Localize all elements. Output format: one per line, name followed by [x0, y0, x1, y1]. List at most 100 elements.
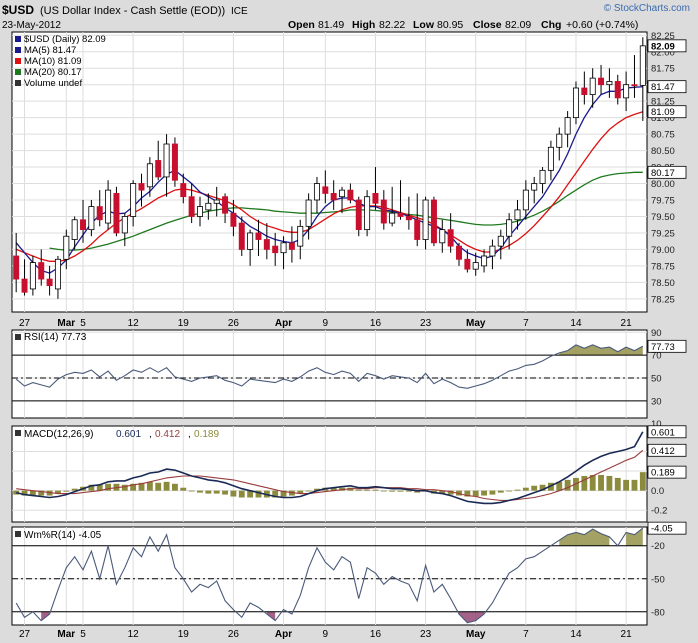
price-axis-tick: 81.00	[651, 113, 675, 124]
macd-tag-label-box	[647, 465, 687, 479]
candle	[489, 245, 496, 257]
candle	[171, 143, 178, 181]
macd-histogram-bar	[547, 482, 554, 491]
candle	[380, 199, 387, 224]
candle	[113, 193, 120, 234]
x-tick-label: Mar	[57, 318, 75, 329]
watermark: © StockCharts.com	[604, 3, 690, 14]
rsi-tag-label: 77.73	[651, 342, 675, 353]
macd-histogram-bar	[105, 483, 112, 491]
legend-entry: MA(10) 81.09	[24, 56, 82, 67]
macd-histogram-bar	[155, 482, 162, 491]
macd-tag-label-box	[647, 425, 687, 439]
candle	[280, 242, 287, 254]
candle	[581, 87, 588, 95]
macd-histogram-bar	[364, 489, 371, 491]
candle	[506, 219, 513, 237]
macd-histogram-bar	[180, 487, 187, 491]
macd-histogram-bar	[230, 490, 237, 497]
x-tick-label: 21	[621, 318, 633, 329]
candle	[606, 81, 613, 86]
candle	[456, 245, 462, 260]
candle	[598, 77, 605, 86]
macd-histogram-bar	[255, 490, 262, 498]
x-tick-label: Mar	[57, 629, 75, 640]
candle	[188, 196, 195, 217]
x-tick-label: 9	[323, 629, 329, 640]
rsi-axis-tick: 70	[651, 351, 662, 362]
price-axis-tick: 80.75	[651, 130, 675, 141]
candle	[556, 133, 563, 148]
macd-tag-label: 0.189	[651, 468, 675, 479]
macd-tag-label: 0.412	[651, 446, 675, 457]
macd-histogram-bar	[197, 490, 203, 493]
macd-histogram-bar	[447, 490, 454, 495]
candle	[205, 202, 212, 211]
macd-histogram-bar	[188, 490, 195, 492]
candle	[255, 232, 262, 240]
ma10-line	[15, 111, 644, 262]
x-tick-label: 26	[228, 629, 240, 640]
macd-histogram-bar	[88, 484, 95, 491]
macd-histogram-bar	[305, 490, 312, 492]
macd-histogram-bar	[564, 479, 571, 491]
candle	[305, 199, 312, 227]
price-axis-tick: 78.25	[651, 294, 675, 305]
x-tick-label: Apr	[275, 318, 292, 329]
macd-axis-tick: -0.2	[651, 506, 667, 517]
legend-entry: MA(5) 81.47	[24, 45, 76, 56]
x-tick-label: 26	[228, 318, 240, 329]
candle	[547, 146, 554, 171]
price-tag-label-box	[647, 165, 687, 179]
rsi-title: RSI(14) 77.73	[24, 332, 87, 343]
macd-tag-label: 0.601	[651, 427, 675, 438]
price-axis-tick: 79.75	[651, 196, 675, 207]
ohlc-readout: Open 81.49 High 82.22 Low 80.95 Close 82…	[288, 19, 638, 31]
x-tick-label: 14	[570, 318, 582, 329]
williams-r-line	[15, 527, 644, 624]
rsi-axis-tick: 30	[651, 396, 662, 407]
macd-signal-value: 0.412	[155, 429, 180, 440]
price-tag-label: 82.09	[651, 41, 675, 52]
x-axis-top: 27 Mar 5 12 19 26 Apr 9 16 23 May 7 14 21	[19, 318, 632, 329]
candle	[355, 199, 362, 231]
x-tick-label: 19	[178, 318, 190, 329]
williams-r-overbought-fill	[559, 529, 610, 546]
macd-title: MACD(12,26,9)	[24, 429, 93, 440]
rsi-axis-tick: 90	[651, 328, 662, 339]
candle	[364, 196, 371, 231]
price-panel: 78.25 78.50 78.75 79.00 79.25 79.50 79.75 80.00…	[11, 31, 687, 313]
candle	[347, 189, 354, 201]
candle	[272, 245, 279, 254]
open-label: Open	[288, 19, 315, 31]
macd-signal-line	[16, 449, 644, 501]
legend-swatch	[15, 80, 21, 86]
legend-swatch	[15, 69, 21, 75]
williams-r-plot-area	[11, 526, 648, 626]
williams-r-tag-label: -4.05	[651, 524, 673, 535]
williams-r-title: Wm%R(14) -4.05	[24, 530, 102, 541]
candle	[121, 216, 128, 234]
macd-histogram-bar	[489, 490, 496, 495]
price-axis-tick: 78.50	[651, 278, 675, 289]
x-tick-label: May	[466, 629, 486, 640]
candle	[38, 262, 45, 280]
macd-histogram-bar	[598, 474, 604, 491]
candle	[447, 229, 454, 247]
chg-label: Chg	[541, 19, 561, 31]
macd-histogram-bar	[380, 490, 387, 492]
candle	[247, 232, 254, 250]
x-tick-label: May	[466, 318, 486, 329]
price-axis-tick: 80.50	[651, 146, 675, 157]
x-tick-label: 21	[621, 629, 633, 640]
x-tick-label: 19	[178, 629, 190, 640]
macd-histogram-bar	[121, 484, 128, 491]
macd-histogram-bar	[280, 490, 287, 497]
price-axis-tick: 78.75	[651, 261, 675, 272]
macd-histogram-bar	[472, 490, 479, 497]
x-tick-label: 16	[370, 318, 382, 329]
candle	[639, 45, 646, 86]
macd-histogram-bar	[389, 490, 396, 492]
rsi-title-swatch	[15, 334, 21, 340]
macd-histogram-bar	[314, 488, 320, 491]
